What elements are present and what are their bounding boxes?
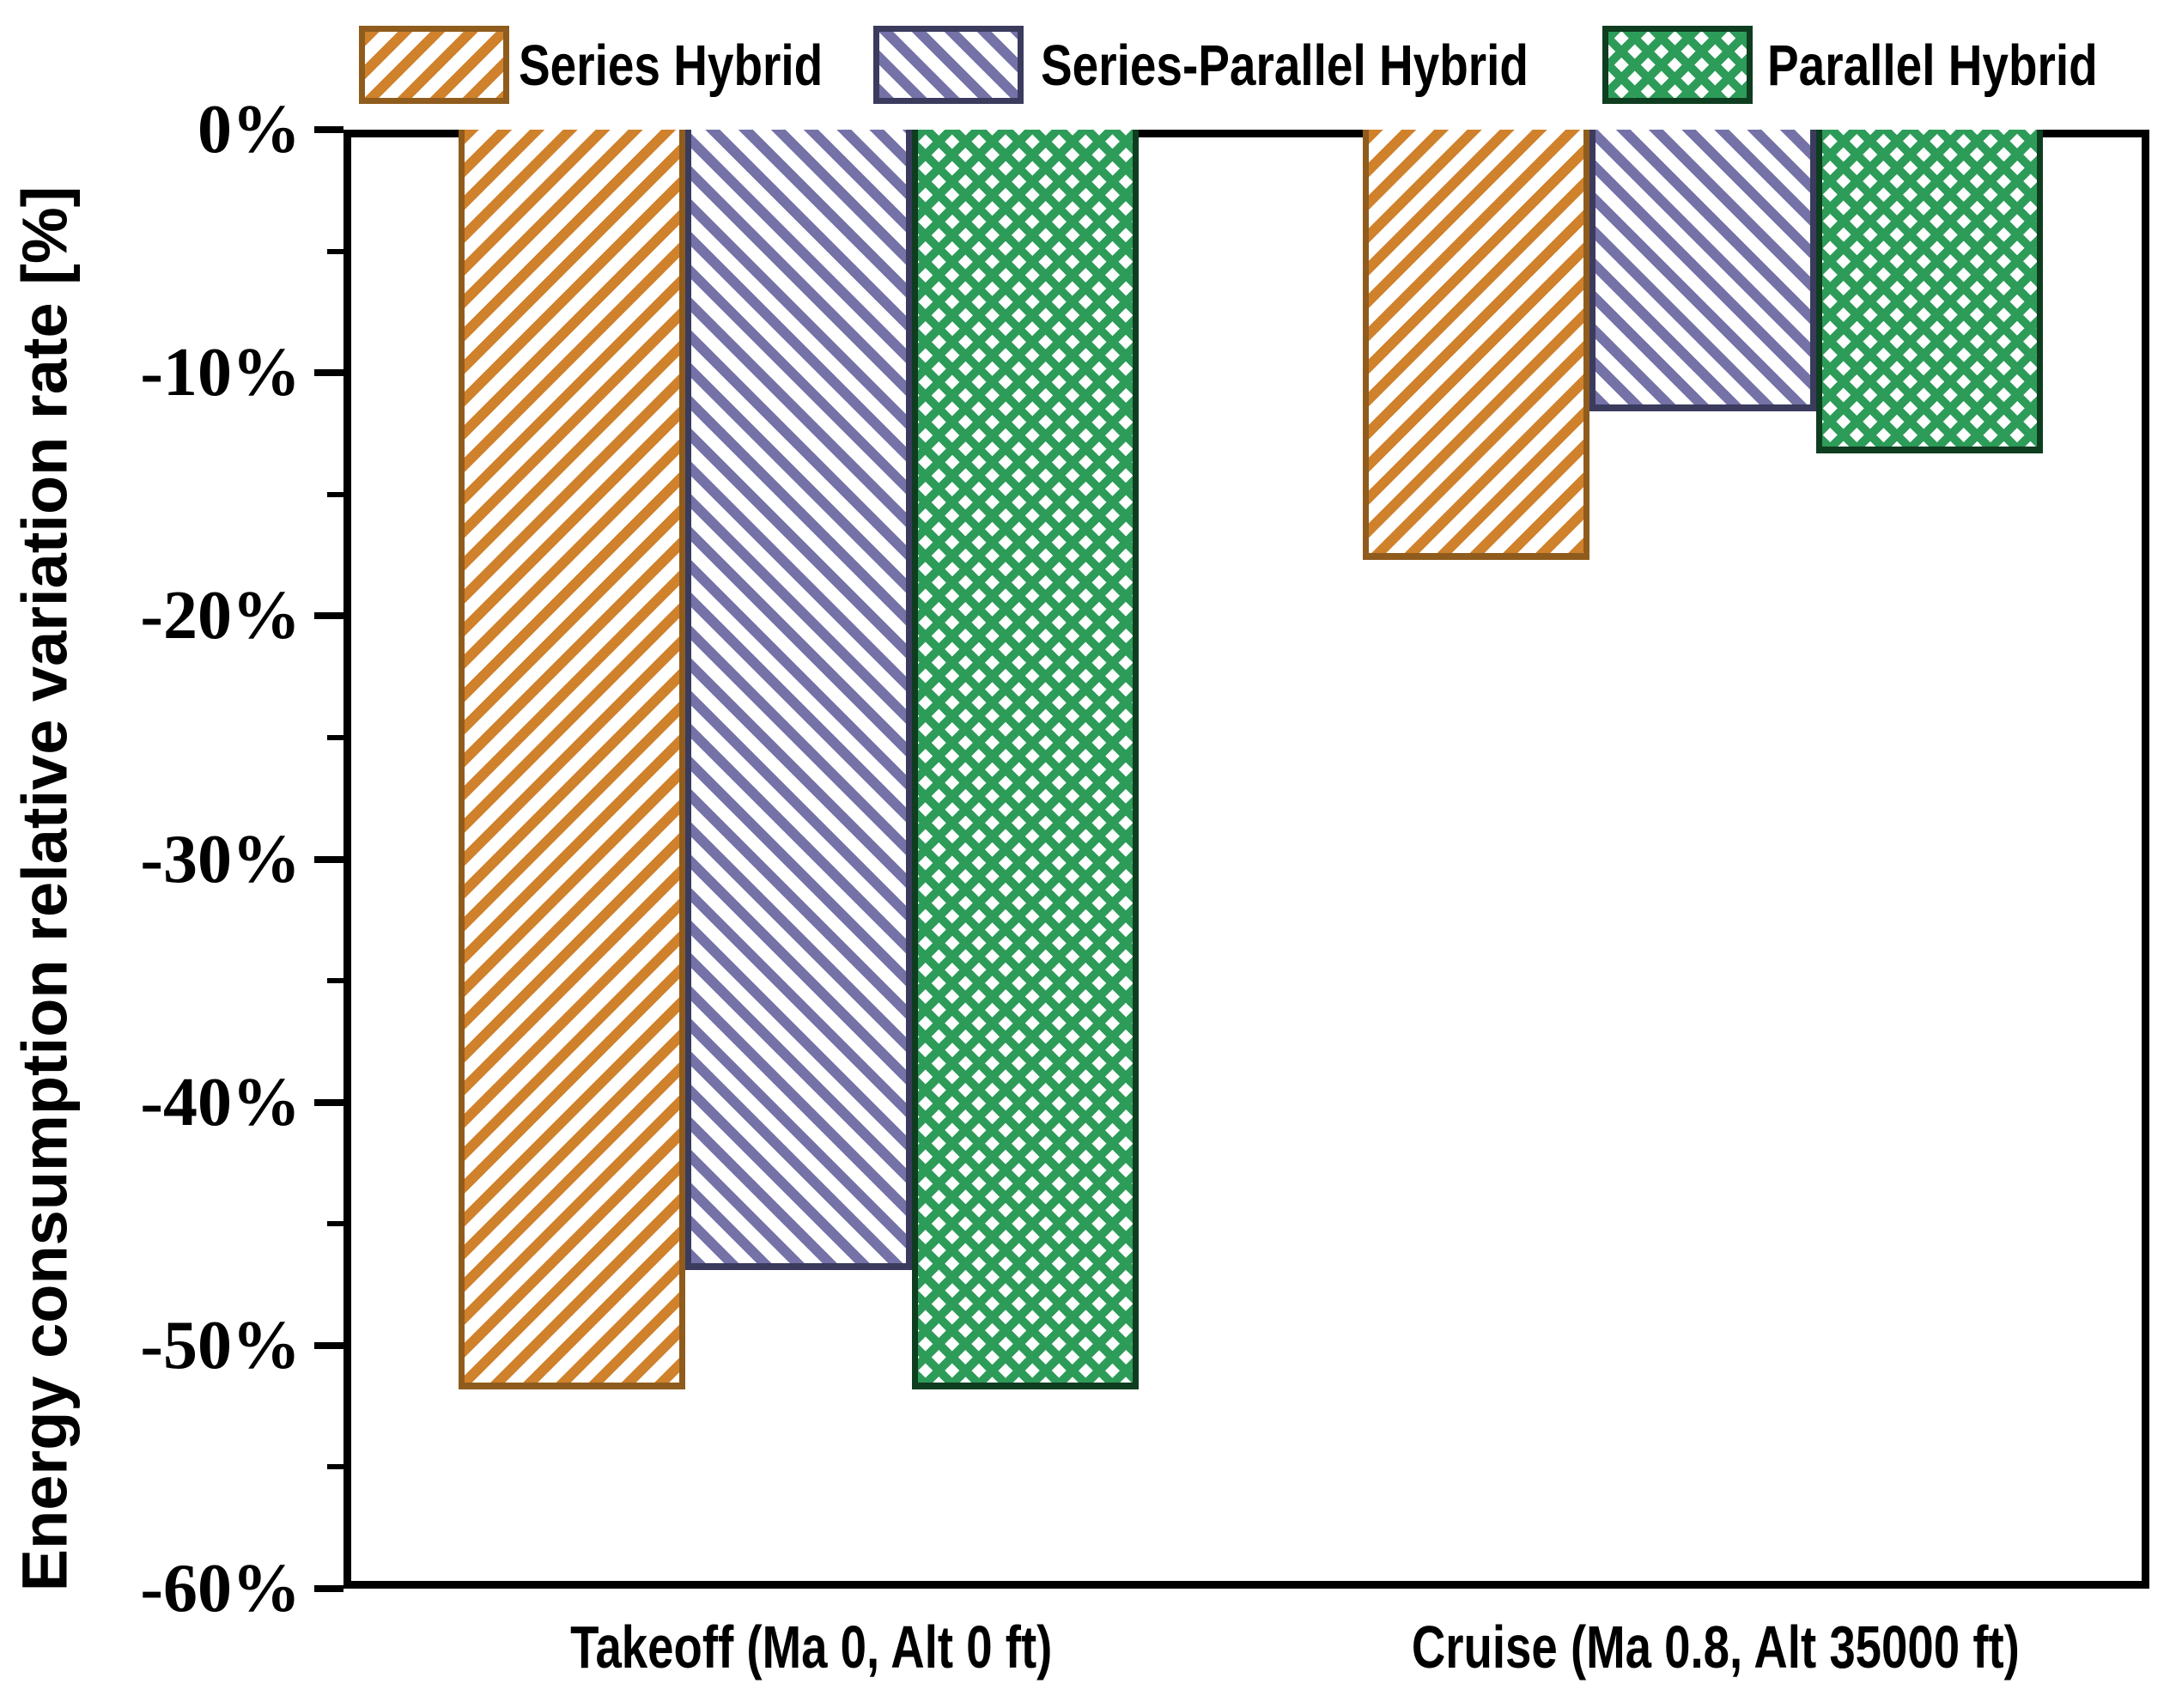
legend-label: Parallel Hybrid [1767,26,2170,104]
y-tick-label: -60% [140,1551,301,1626]
legend-label-text: Series Hybrid [519,33,824,98]
y-tick-label: 0% [198,92,301,167]
bar-crosshatch-group0 [912,130,1139,1389]
y-minor-tick [327,734,343,740]
y-major-tick [314,612,343,620]
legend-swatch-diagonal-backward [873,26,1024,104]
legend-label: Series Hybrid [519,26,890,104]
y-major-tick [314,1098,343,1106]
y-major-tick [314,855,343,863]
bar-diagonal-backward-group1 [1589,130,1816,411]
x-tick-label-text: Takeoff (Ma 0, Alt 0 ft) [570,1614,1053,1681]
bar-diagonal-forward-group1 [1363,130,1589,560]
y-tick-label: -40% [140,1064,301,1140]
x-tick-label-takeoff: Takeoff (Ma 0, Alt 0 ft) [296,1613,1327,1681]
y-tick-label: -10% [140,335,301,411]
x-tick-label-cruise: Cruise (Ma 0.8, Alt 35000 ft) [1200,1613,2182,1681]
y-minor-tick [327,491,343,497]
bar-diagonal-backward-group0 [685,130,912,1270]
y-major-tick [314,1585,343,1592]
y-tick-label: -30% [140,821,301,897]
legend-label-text: Parallel Hybrid [1767,33,2098,98]
legend-label: Series-Parallel Hybrid [1041,26,1636,104]
y-minor-tick [327,1221,343,1227]
y-major-tick [314,369,343,377]
y-tick-label: -50% [140,1307,301,1383]
x-tick-label-text: Cruise (Ma 0.8, Alt 35000 ft) [1411,1614,2021,1681]
y-major-tick [314,1341,343,1349]
bar-crosshatch-group1 [1816,130,2043,453]
y-minor-tick [327,978,343,984]
legend-swatch-diagonal-forward [359,26,509,104]
legend-swatch-crosshatch [1602,26,1753,104]
bar-diagonal-forward-group0 [459,130,685,1389]
y-tick-label: -20% [140,578,301,654]
legend-label-text: Series-Parallel Hybrid [1041,33,1529,98]
y-major-tick [314,126,343,133]
y-minor-tick [327,248,343,254]
y-minor-tick [327,1464,343,1470]
